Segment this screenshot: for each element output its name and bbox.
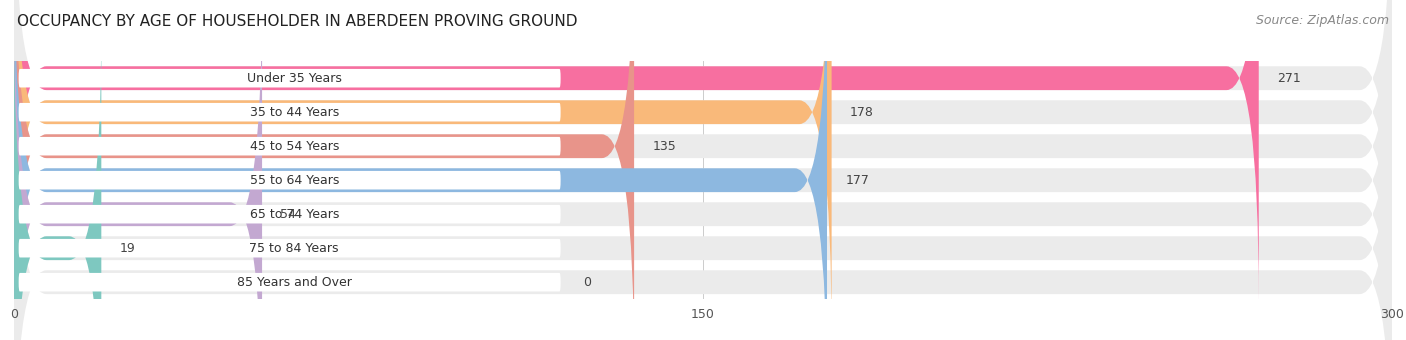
Text: 177: 177 [845, 174, 869, 187]
Text: 271: 271 [1277, 72, 1301, 85]
FancyBboxPatch shape [18, 69, 561, 87]
Text: 54: 54 [280, 208, 297, 221]
Text: 178: 178 [851, 106, 875, 119]
Text: 0: 0 [583, 276, 592, 289]
Text: OCCUPANCY BY AGE OF HOUSEHOLDER IN ABERDEEN PROVING GROUND: OCCUPANCY BY AGE OF HOUSEHOLDER IN ABERD… [17, 14, 578, 29]
Text: 85 Years and Over: 85 Years and Over [236, 276, 352, 289]
FancyBboxPatch shape [14, 22, 101, 340]
Text: 75 to 84 Years: 75 to 84 Years [249, 242, 339, 255]
FancyBboxPatch shape [14, 22, 1392, 340]
FancyBboxPatch shape [18, 239, 561, 257]
FancyBboxPatch shape [14, 0, 634, 340]
Text: 135: 135 [652, 140, 676, 153]
Text: Source: ZipAtlas.com: Source: ZipAtlas.com [1256, 14, 1389, 27]
FancyBboxPatch shape [14, 56, 1392, 340]
FancyBboxPatch shape [14, 0, 1392, 340]
FancyBboxPatch shape [14, 0, 262, 340]
FancyBboxPatch shape [18, 205, 561, 223]
FancyBboxPatch shape [18, 273, 561, 291]
FancyBboxPatch shape [14, 0, 1258, 304]
FancyBboxPatch shape [14, 0, 1392, 304]
Text: 55 to 64 Years: 55 to 64 Years [249, 174, 339, 187]
FancyBboxPatch shape [18, 137, 561, 155]
FancyBboxPatch shape [14, 0, 1392, 340]
FancyBboxPatch shape [14, 0, 1392, 338]
FancyBboxPatch shape [14, 0, 1392, 340]
Text: 19: 19 [120, 242, 135, 255]
Text: 65 to 74 Years: 65 to 74 Years [249, 208, 339, 221]
Text: Under 35 Years: Under 35 Years [247, 72, 342, 85]
Text: 35 to 44 Years: 35 to 44 Years [250, 106, 339, 119]
FancyBboxPatch shape [14, 0, 831, 338]
FancyBboxPatch shape [18, 103, 561, 121]
FancyBboxPatch shape [14, 0, 827, 340]
FancyBboxPatch shape [18, 171, 561, 189]
Text: 45 to 54 Years: 45 to 54 Years [249, 140, 339, 153]
